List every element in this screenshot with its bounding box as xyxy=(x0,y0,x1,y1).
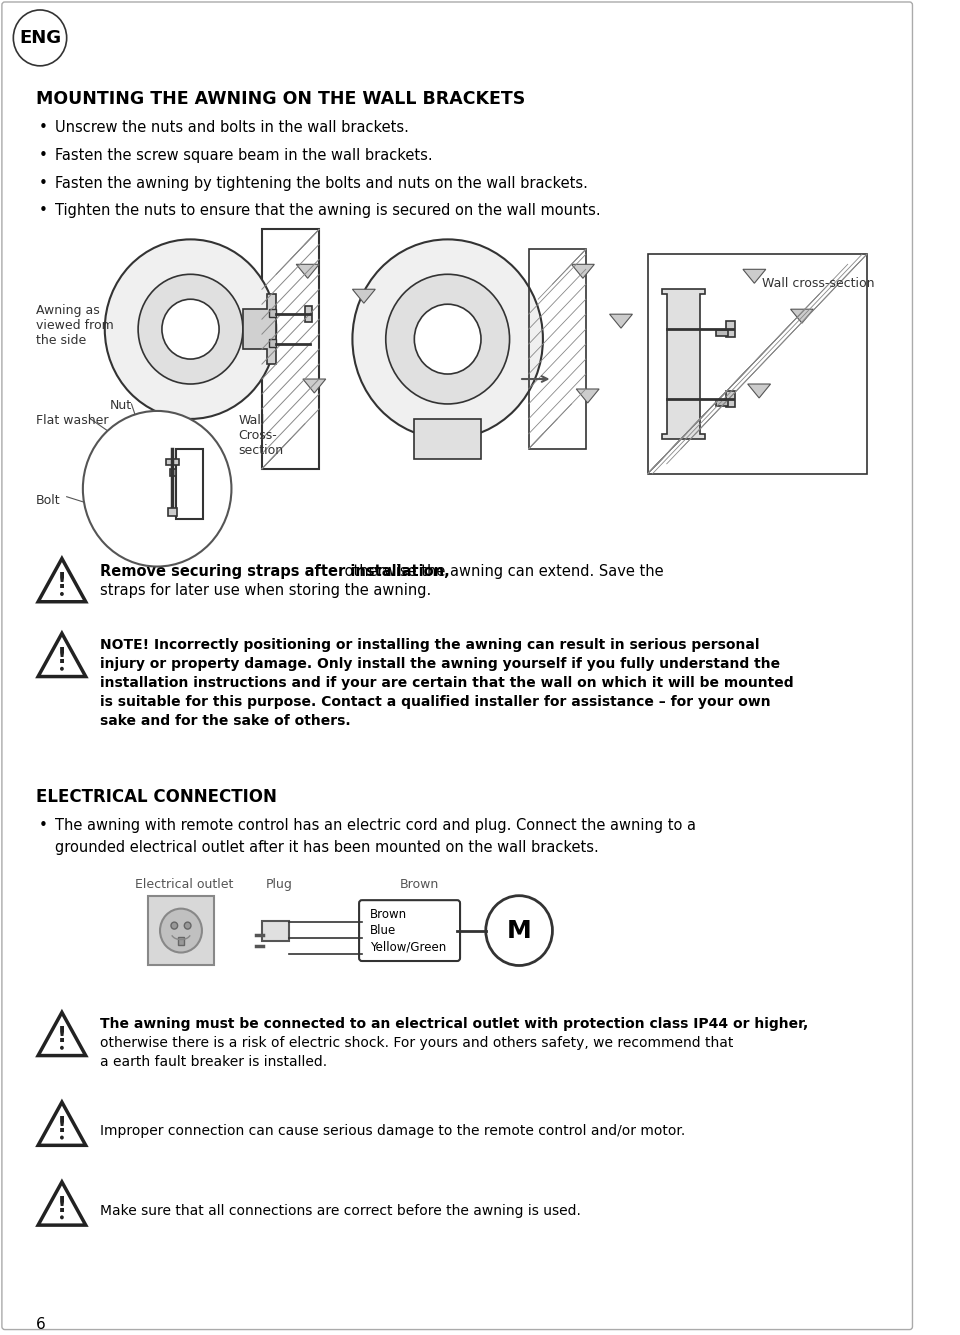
Text: !: ! xyxy=(57,1196,67,1216)
Circle shape xyxy=(60,591,63,595)
Circle shape xyxy=(184,922,191,929)
Circle shape xyxy=(83,411,231,566)
Text: •: • xyxy=(38,148,47,163)
FancyBboxPatch shape xyxy=(2,1,912,1330)
Polygon shape xyxy=(571,264,594,278)
Text: grounded electrical outlet after it has been mounted on the wall brackets.: grounded electrical outlet after it has … xyxy=(56,840,599,854)
Text: Yellow/Green: Yellow/Green xyxy=(370,940,445,953)
Bar xyxy=(168,507,178,515)
Text: Brown: Brown xyxy=(370,908,407,921)
Text: is suitable for this purpose. Contact a qualified installer for assistance – for: is suitable for this purpose. Contact a … xyxy=(100,696,771,709)
Polygon shape xyxy=(297,264,319,278)
Bar xyxy=(148,896,214,965)
Polygon shape xyxy=(38,1103,85,1145)
Circle shape xyxy=(13,9,66,65)
Text: straps for later use when storing the awning.: straps for later use when storing the aw… xyxy=(100,583,431,598)
Text: M: M xyxy=(507,918,532,943)
Text: Wall cross-section: Wall cross-section xyxy=(762,278,875,290)
Text: ENG: ENG xyxy=(19,29,61,47)
Text: MOUNTING THE AWNING ON THE WALL BRACKETS: MOUNTING THE AWNING ON THE WALL BRACKETS xyxy=(36,89,525,108)
Text: a earth fault breaker is installed.: a earth fault breaker is installed. xyxy=(100,1055,327,1069)
FancyBboxPatch shape xyxy=(359,900,460,961)
Text: Fasten the awning by tightening the bolts and nuts on the wall brackets.: Fasten the awning by tightening the bolt… xyxy=(56,175,588,191)
Text: NOTE! Incorrectly positioning or installing the awning can result in serious per: NOTE! Incorrectly positioning or install… xyxy=(100,638,759,653)
Text: Awning as
viewed from
the side: Awning as viewed from the side xyxy=(36,304,114,347)
Polygon shape xyxy=(576,388,599,403)
Polygon shape xyxy=(662,290,705,439)
Polygon shape xyxy=(610,314,633,328)
Circle shape xyxy=(138,274,243,384)
Circle shape xyxy=(415,304,481,374)
Text: otherwise the awning can extend. Save the: otherwise the awning can extend. Save th… xyxy=(340,563,663,578)
Text: The awning must be connected to an electrical outlet with protection class IP44 : The awning must be connected to an elect… xyxy=(100,1017,808,1032)
Text: •: • xyxy=(38,818,47,833)
Text: !: ! xyxy=(57,1027,67,1047)
Text: •: • xyxy=(38,175,47,191)
Text: The awning with remote control has an electric cord and plug. Connect the awning: The awning with remote control has an el… xyxy=(56,818,696,833)
Text: Bolt: Bolt xyxy=(36,494,60,507)
Text: Plug: Plug xyxy=(266,877,293,890)
Circle shape xyxy=(105,239,276,419)
Text: Wall
Cross-
section: Wall Cross- section xyxy=(238,414,283,457)
Text: !: ! xyxy=(57,573,67,593)
Text: !: ! xyxy=(57,1116,67,1136)
Circle shape xyxy=(60,1215,63,1219)
Bar xyxy=(726,391,735,407)
Text: installation instructions and if your are certain that the wall on which it will: installation instructions and if your ar… xyxy=(100,677,794,690)
Circle shape xyxy=(162,299,219,359)
Bar xyxy=(166,459,180,465)
Text: injury or property damage. Only install the awning yourself if you fully underst: injury or property damage. Only install … xyxy=(100,657,780,672)
Polygon shape xyxy=(38,633,85,677)
Text: 6: 6 xyxy=(36,1316,46,1331)
Text: Tighten the nuts to ensure that the awning is secured on the wall mounts.: Tighten the nuts to ensure that the awni… xyxy=(56,203,601,219)
Text: Improper connection can cause serious damage to the remote control and/or motor.: Improper connection can cause serious da… xyxy=(100,1124,685,1139)
Text: Remove securing straps after installation,: Remove securing straps after installatio… xyxy=(100,563,449,578)
Circle shape xyxy=(60,1045,63,1049)
Bar xyxy=(262,230,319,469)
Bar xyxy=(170,469,177,475)
Bar xyxy=(177,449,203,519)
Bar xyxy=(415,419,481,459)
Bar xyxy=(529,250,586,449)
Bar xyxy=(269,310,276,318)
Text: !: ! xyxy=(57,647,67,668)
Bar xyxy=(716,330,728,336)
Circle shape xyxy=(352,239,543,439)
Polygon shape xyxy=(243,294,276,364)
Polygon shape xyxy=(303,379,325,392)
Text: Unscrew the nuts and bolts in the wall brackets.: Unscrew the nuts and bolts in the wall b… xyxy=(56,120,409,135)
Bar xyxy=(304,306,312,322)
Bar xyxy=(179,937,183,945)
Bar xyxy=(269,339,276,347)
Bar xyxy=(716,400,728,406)
Text: Brown: Brown xyxy=(399,877,439,890)
Text: •: • xyxy=(38,203,47,219)
Circle shape xyxy=(171,922,178,929)
Text: Fasten the screw square beam in the wall brackets.: Fasten the screw square beam in the wall… xyxy=(56,148,433,163)
Circle shape xyxy=(60,666,63,670)
Text: otherwise there is a risk of electric shock. For yours and others safety, we rec: otherwise there is a risk of electric sh… xyxy=(100,1036,733,1051)
Text: •: • xyxy=(38,120,47,135)
Text: ELECTRICAL CONNECTION: ELECTRICAL CONNECTION xyxy=(36,788,277,806)
Bar xyxy=(262,921,289,941)
Circle shape xyxy=(386,274,510,405)
Text: Flat washer: Flat washer xyxy=(36,414,108,427)
Polygon shape xyxy=(38,1012,85,1056)
Polygon shape xyxy=(748,384,771,398)
Circle shape xyxy=(60,1136,63,1140)
Polygon shape xyxy=(743,270,766,283)
Circle shape xyxy=(486,896,552,965)
Bar xyxy=(648,255,867,474)
Text: Blue: Blue xyxy=(370,924,396,937)
Text: sake and for the sake of others.: sake and for the sake of others. xyxy=(100,714,350,728)
Text: Electrical outlet: Electrical outlet xyxy=(134,877,233,890)
Polygon shape xyxy=(352,290,375,303)
Text: Nut: Nut xyxy=(109,399,132,413)
Text: Make sure that all connections are correct before the awning is used.: Make sure that all connections are corre… xyxy=(100,1204,581,1218)
Bar xyxy=(726,322,735,338)
Polygon shape xyxy=(790,310,813,323)
Polygon shape xyxy=(38,558,85,602)
Polygon shape xyxy=(38,1181,85,1226)
Circle shape xyxy=(160,909,202,953)
